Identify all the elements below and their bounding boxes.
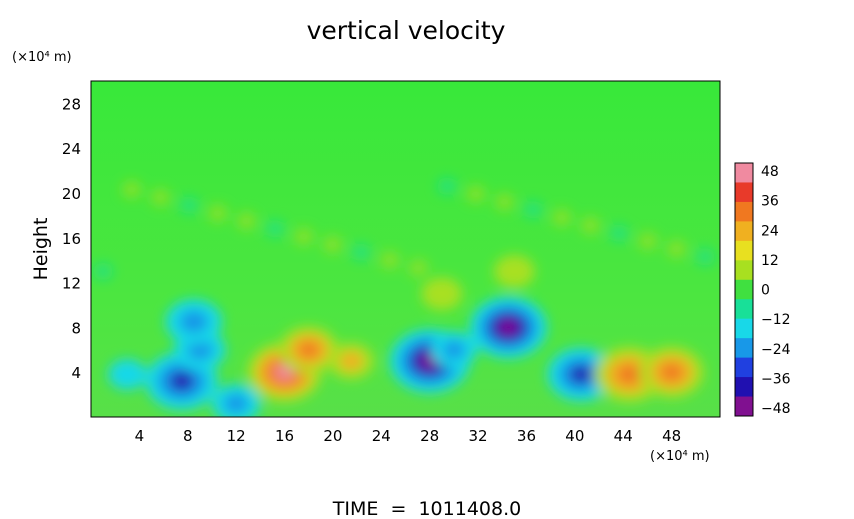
velocity-cell [408,259,429,278]
velocity-cell [493,255,535,288]
x-tick-label: 24 [372,427,391,445]
velocity-cell [224,393,249,414]
velocity-cell [442,340,466,359]
x-tick-label: 20 [323,427,342,445]
chart-title: vertical velocity [307,16,506,45]
colorbar-swatch [735,338,753,359]
velocity-cell [339,351,363,371]
y-tick-label: 28 [62,95,81,113]
colorbar-tick-label: 36 [761,194,779,210]
colorbar-tick-label: 48 [761,164,779,180]
colorbar: 48 36 24 12 0 −12 −24 −36 −48 [734,162,791,417]
velocity-cell [421,277,463,311]
time-footer: TIME = 1011408.0 [332,498,521,519]
x-tick-label: 8 [183,427,193,445]
x-tick-label: 28 [420,427,439,445]
colorbar-swatch [735,357,753,378]
velocity-cell [569,365,593,384]
velocity-cell [637,232,658,251]
x-tick-label: 36 [517,427,536,445]
colorbar-swatch [735,318,753,339]
y-axis-label: Height [30,218,52,281]
velocity-cell [351,243,372,262]
velocity-cell [660,363,683,381]
colorbar-tick-label: 24 [761,223,779,239]
x-tick-label: 32 [469,427,488,445]
velocity-cell [179,310,208,334]
colorbar-swatch [735,163,753,183]
y-tick-label: 12 [62,275,81,293]
velocity-cell [666,240,687,258]
velocity-cell [93,262,114,281]
y-tick-label: 8 [71,319,81,337]
y-tick-label: 20 [62,185,81,203]
velocity-cell [379,251,400,270]
x-tick-label: 16 [275,427,294,445]
colorbar-tick-label: 0 [761,283,770,299]
velocity-cell [265,219,286,238]
velocity-cell [609,224,630,243]
x-tick-label: 44 [614,427,633,445]
velocity-cell [523,200,544,219]
velocity-cell [465,185,486,204]
y-tick-label: 4 [71,364,81,382]
velocity-cell [293,227,314,246]
velocity-cell [236,212,257,230]
colorbar-swatch [735,279,753,300]
velocity-cell [150,188,171,207]
colorbar-tick-label: −48 [761,401,791,417]
y-unit-label: (×10⁴ m) [12,50,72,65]
x-tick-labels: 4 8 12 16 20 24 28 32 36 40 44 48 [135,427,682,445]
velocity-cell [498,319,518,336]
velocity-cell [437,177,458,196]
x-tick-label: 48 [662,427,681,445]
velocity-cell [551,208,572,227]
velocity-cell [322,235,343,254]
velocity-cell [494,192,515,211]
y-tick-label: 24 [62,140,81,158]
velocity-cell [179,196,200,215]
colorbar-tick-label: −24 [761,342,791,358]
velocity-cell [108,359,147,390]
velocity-cell [207,204,228,223]
colorbar-swatch [735,221,753,242]
velocity-cell [169,371,194,391]
velocity-cell [617,365,641,384]
colorbar-tick-label: −36 [761,371,791,387]
velocity-cell [298,341,319,358]
colorbar-swatch [735,377,753,398]
x-tick-label: 4 [135,427,145,445]
colorbar-swatch [735,201,753,222]
colorbar-swatch [735,260,753,281]
velocity-cell [580,216,601,235]
heatmap-field [91,81,720,417]
x-tick-label: 12 [227,427,246,445]
colorbar-swatch [735,299,753,320]
y-tick-labels: 4 8 12 16 20 24 28 [62,95,81,382]
velocity-cell [275,364,294,380]
y-tick-label: 16 [62,230,81,248]
colorbar-tick-label: −12 [761,312,791,328]
plot-frame [90,80,721,418]
x-unit-label: (×10⁴ m) [650,449,710,464]
velocity-cell [121,180,142,199]
colorbar-swatch [735,182,753,203]
colorbar-swatch [735,396,753,417]
colorbar-tick-label: 12 [761,253,779,269]
colorbar-swatch [735,240,753,261]
x-tick-label: 40 [565,427,584,445]
velocity-cell [187,339,213,361]
velocity-cell [695,247,716,266]
colorbar-frame [734,162,754,417]
